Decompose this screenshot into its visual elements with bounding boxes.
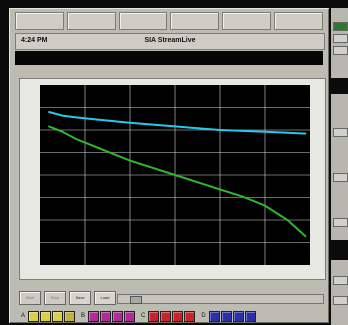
channel-swatch[interactable] (244, 310, 256, 322)
channel-swatch[interactable] (52, 310, 64, 322)
channel-groups: A B C D (19, 309, 256, 323)
series-2-point (304, 235, 307, 238)
side-button[interactable] (333, 128, 348, 137)
channel-swatch[interactable] (208, 310, 220, 322)
side-button[interactable] (333, 173, 348, 182)
channel-group-label: C (141, 313, 146, 319)
series-2-point (93, 145, 95, 148)
series-1-point (286, 131, 289, 134)
channel-group-d: D (199, 310, 256, 322)
series-2-point (151, 166, 154, 169)
toolbar-button-3[interactable] (118, 12, 168, 30)
series-1-point (48, 111, 50, 113)
chart-panel (19, 78, 326, 280)
series-2-point (111, 152, 113, 155)
channel-swatch[interactable] (64, 310, 76, 322)
channel-swatch[interactable] (160, 310, 172, 322)
app-window: 4:24 PM SIA StreamLive Start Stop Save L… (9, 8, 329, 323)
series-1-point (129, 121, 131, 124)
series-1-point (93, 118, 95, 121)
channel-group-label: D (201, 313, 206, 319)
channel-swatch[interactable] (148, 310, 160, 322)
side-button[interactable] (333, 276, 348, 285)
plot-area[interactable] (40, 85, 310, 265)
control-buttons: Start Stop Save Load (19, 291, 116, 305)
series-1-point (219, 129, 221, 131)
channel-swatch[interactable] (40, 310, 52, 322)
top-toolbar (15, 12, 323, 30)
channel-group-a: A (19, 310, 76, 322)
channel-swatch[interactable] (232, 310, 244, 322)
channel-swatch[interactable] (100, 310, 112, 322)
slider-thumb[interactable] (130, 296, 142, 304)
series-2-point (196, 181, 199, 184)
channel-group-c: C (139, 310, 196, 322)
channel-swatch[interactable] (124, 310, 136, 322)
series-1-point (111, 120, 113, 122)
side-button[interactable] (333, 34, 348, 43)
side-panel (331, 8, 348, 325)
side-button[interactable] (333, 296, 348, 305)
start-button[interactable]: Start (19, 291, 41, 305)
channel-group-label: B (81, 313, 86, 319)
toolbar-button-5[interactable] (222, 12, 272, 30)
timeline-slider[interactable] (117, 294, 324, 304)
series-1-point (174, 125, 176, 128)
side-display (331, 78, 348, 94)
channel-swatch[interactable] (172, 310, 184, 322)
load-button[interactable]: Load (94, 291, 116, 305)
side-display (331, 240, 348, 260)
channel-swatch[interactable] (184, 310, 196, 322)
status-strip (15, 51, 323, 65)
channel-swatch[interactable] (220, 310, 232, 322)
side-button[interactable] (333, 46, 348, 55)
side-toggle-green[interactable] (333, 22, 348, 31)
series-1-point (61, 114, 64, 117)
series-2-point (219, 188, 221, 191)
series-line-2 (48, 125, 307, 237)
series-1-point (241, 130, 244, 132)
series-2-point (264, 204, 266, 207)
series-2-point (48, 125, 50, 128)
stop-button[interactable]: Stop (44, 291, 66, 305)
app-title: SIA StreamLive (144, 37, 196, 44)
series-1-point (304, 132, 307, 135)
chart-svg (40, 85, 310, 265)
series-2-point (61, 130, 64, 133)
series-2-point (129, 159, 131, 162)
toolbar-button-6[interactable] (274, 12, 323, 30)
title-bar: 4:24 PM SIA StreamLive (15, 33, 325, 50)
series-1-point (264, 130, 266, 133)
channel-swatch[interactable] (28, 310, 40, 322)
series-2-point (174, 174, 176, 176)
clock: 4:24 PM (21, 37, 48, 44)
save-button[interactable]: Save (69, 291, 91, 305)
toolbar-button-4[interactable] (170, 12, 220, 30)
channel-swatch[interactable] (88, 310, 100, 322)
series-1-point (75, 116, 77, 119)
channel-group-b: B (79, 310, 136, 322)
series-2-point (75, 138, 77, 140)
channel-group-label: A (21, 313, 26, 319)
channel-swatch[interactable] (112, 310, 124, 322)
toolbar-button-1[interactable] (15, 12, 64, 30)
series-line-1 (48, 111, 306, 135)
series-1-point (151, 123, 154, 126)
side-button[interactable] (333, 218, 348, 227)
toolbar-button-2[interactable] (66, 12, 116, 30)
series-2-point (241, 195, 244, 198)
series-1-point (196, 127, 199, 130)
series-2-point (286, 219, 289, 221)
